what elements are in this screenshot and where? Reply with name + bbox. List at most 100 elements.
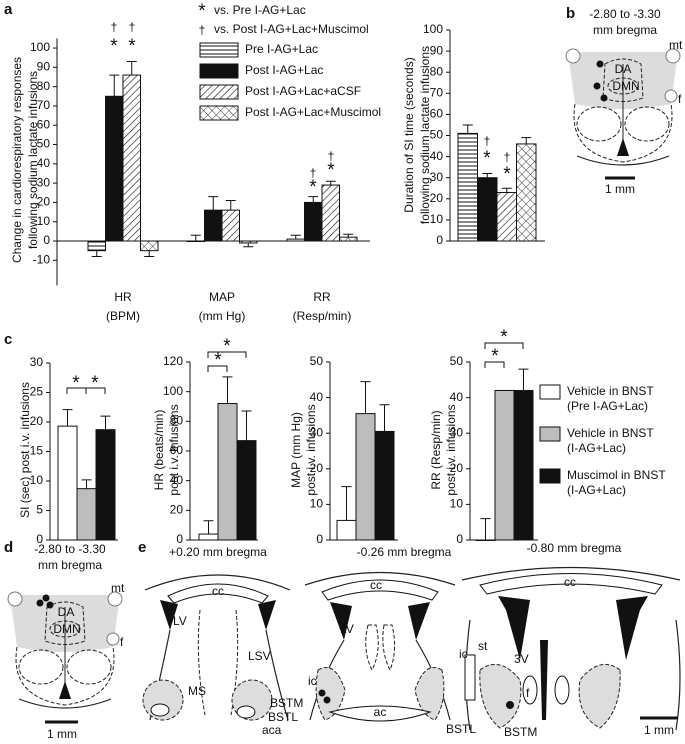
y-tick-label: 30 [37,175,51,189]
y-axis-label: Change in cardiorespiratory responses [10,57,24,263]
section-title: -0.80 mm bregma [527,541,622,555]
coronal-section [461,566,681,731]
significance-marker: * [309,177,317,198]
y-tick-label: 60 [430,107,444,121]
y-tick-label: 50 [310,354,324,368]
error-bar [308,196,319,203]
y-tick-label: 70 [37,98,51,112]
y-tick-label: 40 [170,473,184,487]
bar [475,539,496,541]
bar [122,74,141,242]
y-tick-label: 70 [430,85,444,99]
bar [221,209,240,242]
error-bar [360,381,371,414]
y-tick-label: 25 [30,385,44,399]
y-tick-label: 40 [430,149,444,163]
region-label: BSTL [268,710,298,724]
significance-marker: † [484,134,491,148]
significance-brackets [66,342,524,394]
bar [494,389,515,541]
error-bar [379,404,390,432]
significance-marker: * [500,327,508,348]
error-bar [480,518,491,540]
error-bar [208,196,219,211]
legend-label: Post I-AG+Lac+aCSF [245,84,361,98]
region-label: ac [374,705,387,719]
error-bar [144,250,155,257]
scale-label: 1 mm [605,182,635,196]
error-bar [521,137,532,144]
legend-label: Post I-AG+Lac+Muscimol [245,105,381,119]
error-bar [225,199,236,211]
x-tick-label: RR [313,290,331,304]
bar [286,238,305,242]
injection-site [600,94,608,102]
error-bar [290,234,301,240]
y-axis-label: Duration of SI time (seconds) [402,57,416,212]
y-tick-label: 30 [450,425,464,439]
region-label: DA [58,605,75,619]
bar [217,403,238,541]
legend-label: (I-AG+Lac) [567,441,626,455]
significance-marker: * [223,336,231,357]
y-tick-label: 0 [456,532,463,546]
region-label: 3V [514,652,529,666]
y-tick-label: 120 [163,354,183,368]
region-label: f [526,686,530,700]
error-bar [190,234,201,242]
region-label: mt [111,581,125,595]
y-tick-label: 30 [430,170,444,184]
significance-marker: * [110,36,118,57]
y-tick-label: 80 [430,64,444,78]
legend-label: Post I-AG+Lac [245,63,323,77]
error-bar [203,520,214,535]
legend-swatch [539,468,561,484]
bar [105,95,124,242]
legend-label: Pre I-AG+Lac [245,42,318,56]
legend-swatch [199,105,239,121]
region-label: f [678,92,682,106]
bar [76,488,97,541]
significance-marker: † [504,150,511,164]
y-tick-label: 10 [30,473,44,487]
y-tick-label: 50 [430,128,444,142]
region-label: cc [564,575,576,589]
section-title: +0.20 mm bregma [169,545,267,559]
y-tick-label: 60 [170,443,184,457]
y-tick-label: 20 [430,191,444,205]
error-bar [518,368,529,391]
region-label: LSV [248,649,271,663]
section-title: mm bregma [38,558,102,572]
significance-marker: † [111,20,118,34]
y-tick-label: 50 [37,137,51,151]
y-tick-label: 0 [316,532,323,546]
bar [204,209,223,242]
y-tick-label: 10 [310,497,324,511]
legend-label: Muscimol in BNST [567,468,666,482]
y-axis-label: RR (Resp/min) [429,410,443,489]
x-tick-label: (BPM) [106,309,140,323]
bar [186,240,205,243]
legend-swatch [539,384,561,400]
y-tick-label: 0 [436,233,443,247]
y-tick-label: 100 [423,22,443,36]
y-axis-label: MAP (mm Hg) [289,412,303,488]
y-tick-label: 0 [176,532,183,546]
error-bar [222,376,233,404]
y-axis-label: post i.v. infusions [444,404,458,495]
note: vs. Post I-AG+Lac+Muscimol [214,22,369,36]
scale-label: 1 mm [644,723,674,737]
legend-label: (Pre I-AG+Lac) [567,399,648,413]
region-label: LV [173,614,187,628]
bar [95,429,116,541]
error-bar [462,124,473,134]
legend-swatch [199,63,239,79]
panel-label: d [4,539,13,556]
region-label: MS [188,684,206,698]
y-axis-label: post i.v. infusions [167,404,181,495]
legend-swatch [199,42,239,58]
significance-marker: * [503,164,511,185]
region-label: BSTL [446,722,476,736]
region-label: f [120,635,124,649]
y-tick-label: 20 [170,503,184,517]
